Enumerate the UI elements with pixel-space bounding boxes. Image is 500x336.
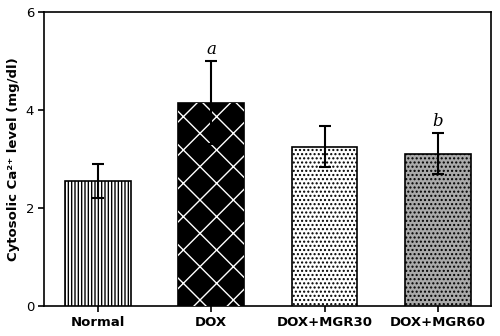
Y-axis label: Cytosolic Ca²⁺ level (mg/dl): Cytosolic Ca²⁺ level (mg/dl) (7, 57, 20, 261)
Bar (292, 146, 358, 306)
Bar (405, 154, 471, 306)
Bar (64, 181, 130, 306)
Bar (178, 102, 244, 306)
Text: a: a (206, 41, 216, 58)
Text: b: b (432, 114, 444, 130)
Bar (178, 102, 244, 306)
